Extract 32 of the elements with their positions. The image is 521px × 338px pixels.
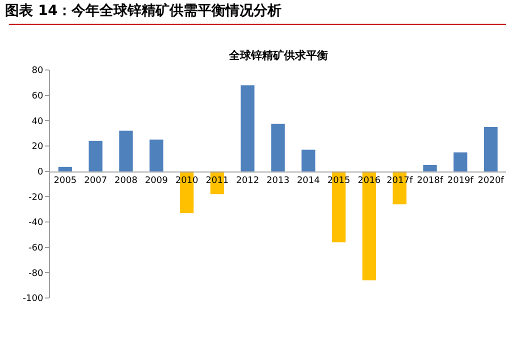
bar xyxy=(58,166,72,172)
chart-subtitle: 全球锌精矿供求平衡 xyxy=(228,49,328,62)
x-tick-label: 2008 xyxy=(114,176,138,186)
bar xyxy=(302,150,316,172)
bar xyxy=(150,140,164,172)
x-tick-label: 2013 xyxy=(266,176,290,186)
x-tick-label: 2012 xyxy=(236,176,260,186)
x-tick-label: 2020f xyxy=(478,176,505,186)
y-tick-label: 60 xyxy=(32,91,44,102)
chart-title: 图表 14：今年全球锌精矿供需平衡情况分析 xyxy=(5,2,282,19)
x-tick-label: 2007 xyxy=(84,176,108,186)
y-tick-label: 20 xyxy=(32,142,44,152)
x-tick-label: 2005 xyxy=(54,176,77,186)
bar xyxy=(423,165,437,172)
bar xyxy=(484,127,498,172)
x-tick-label: 2014 xyxy=(296,176,320,186)
y-tick-label: -20 xyxy=(28,192,44,203)
x-tick-label: 2018f xyxy=(416,176,444,186)
y-tick-label: -80 xyxy=(28,268,44,279)
bar xyxy=(271,124,285,172)
y-tick-label: -60 xyxy=(28,243,44,254)
bar xyxy=(240,85,254,172)
x-tick-label: 2019f xyxy=(447,176,474,186)
y-tick-label: -40 xyxy=(28,218,44,228)
y-tick-label: -100 xyxy=(22,294,44,304)
y-tick-label: 80 xyxy=(32,66,44,76)
bar xyxy=(119,130,133,172)
x-tick-label: 2009 xyxy=(144,176,168,186)
bar xyxy=(88,140,102,172)
y-tick-label: 0 xyxy=(37,167,44,178)
bar xyxy=(454,152,468,172)
y-tick-label: 40 xyxy=(32,116,44,127)
